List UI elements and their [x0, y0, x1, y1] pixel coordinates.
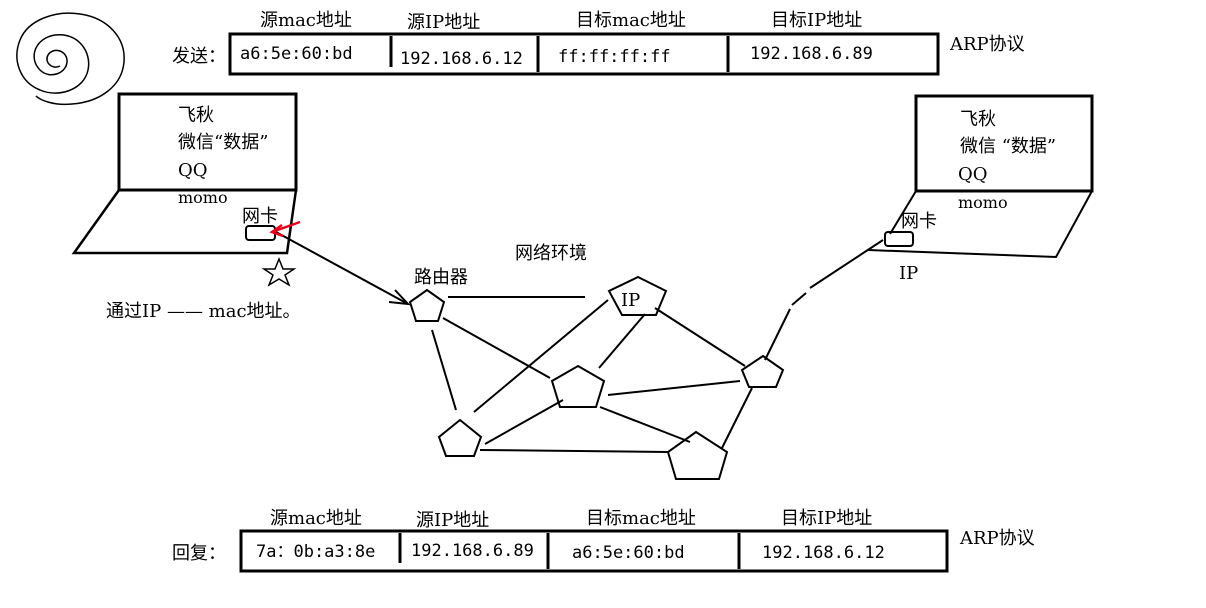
reply-header-dst-mac: 目标mac地址 [586, 508, 696, 529]
right-laptop-app-4: momo [958, 193, 1008, 212]
right-laptop-app-3: QQ [958, 164, 988, 185]
send-value-dst-ip: 192.168.6.89 [750, 44, 873, 64]
send-label: 发送： [172, 46, 226, 67]
reply-table [239, 529, 949, 573]
left-laptop-app-1: 飞秋 [178, 105, 214, 126]
reply-header-dst-ip: 目标IP地址 [781, 508, 873, 529]
red-pointer-arrow [269, 220, 301, 238]
reply-value-dst-mac: a6:5e:60:bd [572, 543, 685, 563]
left-nic-label: 网卡 [242, 206, 278, 227]
left-laptop-app-3: QQ [178, 160, 208, 181]
nic-to-router-arrow [275, 231, 411, 306]
bottom-left-node [437, 418, 483, 457]
right-node [740, 354, 785, 388]
reply-label: 回复： [172, 543, 226, 564]
reply-protocol: ARP协议 [960, 528, 1035, 549]
send-table [228, 32, 940, 76]
reply-header-src-mac: 源mac地址 [270, 508, 362, 529]
right-nic-port [884, 231, 914, 247]
right-laptop [867, 94, 1094, 259]
right-laptop-app-2: 微信 “数据” [960, 136, 1057, 157]
right-ip-label: IP [899, 263, 919, 284]
left-laptop-app-4: momo [178, 188, 228, 207]
scribble-icon [16, 12, 125, 106]
ip-node [607, 275, 668, 316]
router-node [408, 288, 446, 322]
send-value-dst-mac: ff:ff:ff:ff [558, 47, 671, 67]
network-nodes [408, 275, 785, 480]
network-env-label: 网络环境 [515, 243, 587, 264]
center-node [550, 364, 606, 408]
right-nic-label: 网卡 [901, 211, 937, 232]
left-nic-port [245, 225, 276, 241]
send-protocol: ARP协议 [950, 34, 1025, 55]
right-laptop-app-1: 飞秋 [960, 109, 996, 130]
network-links [431, 239, 884, 453]
left-laptop-app-2: 微信“数据” [178, 132, 269, 153]
router-label: 路由器 [414, 267, 468, 288]
reply-value-src-mac: 7a：0b:a3:8e [256, 542, 376, 562]
send-value-src-mac: a6:5e:60:bd [240, 44, 353, 64]
send-header-dst-mac: 目标mac地址 [576, 10, 686, 31]
send-header-dst-ip: 目标IP地址 [771, 10, 863, 31]
reply-value-src-ip: 192.168.6.89 [411, 541, 534, 561]
send-value-src-ip: 192.168.6.12 [400, 49, 523, 69]
bottom-right-node [666, 430, 729, 480]
ip-node-label: IP [621, 290, 641, 311]
ip-to-mac-note: 通过IP —— mac地址。 [106, 301, 301, 322]
send-header-src-mac: 源mac地址 [260, 10, 352, 31]
star-icon [261, 256, 297, 287]
reply-value-dst-ip: 192.168.6.12 [762, 543, 885, 563]
reply-header-src-ip: 源IP地址 [416, 510, 490, 531]
send-header-src-ip: 源IP地址 [407, 12, 481, 33]
